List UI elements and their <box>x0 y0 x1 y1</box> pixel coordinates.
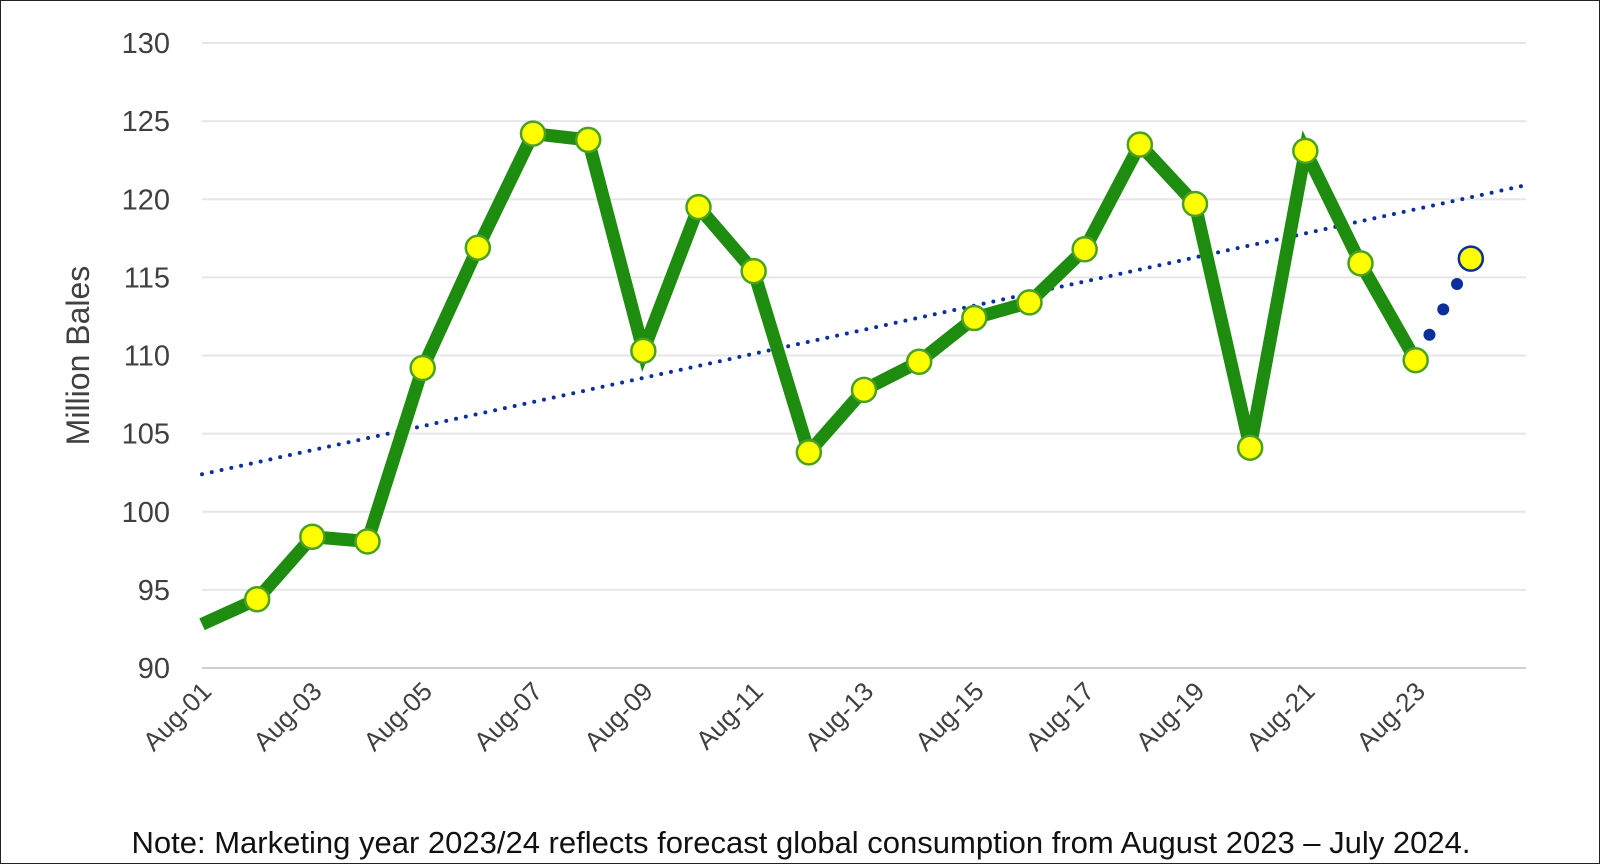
x-tick-label: Aug-07 <box>468 676 548 756</box>
data-point <box>795 439 823 466</box>
x-tick-label: Aug-21 <box>1240 676 1320 756</box>
x-tick-label: Aug-05 <box>357 676 437 756</box>
y-axis-title: Million Bales <box>60 266 96 446</box>
data-point <box>1292 137 1319 165</box>
data-point <box>243 586 271 613</box>
x-tick-label: Aug-19 <box>1130 676 1210 756</box>
forecast-data-point <box>1457 245 1485 272</box>
data-point <box>905 348 933 375</box>
y-tick-label: 130 <box>122 28 170 60</box>
forecast-dot <box>1437 303 1450 316</box>
data-point <box>574 126 602 154</box>
y-tick-label: 105 <box>122 419 170 451</box>
x-tick-label: Aug-13 <box>799 676 879 756</box>
y-tick-label: 100 <box>122 497 170 529</box>
x-tick-label: Aug-11 <box>690 676 769 755</box>
data-point <box>1181 190 1209 218</box>
data-point <box>850 376 878 404</box>
forecast-dot <box>1423 328 1436 341</box>
y-tick-label: 90 <box>138 653 170 685</box>
forecast-dot <box>1451 278 1464 291</box>
data-point <box>464 234 492 261</box>
x-tick-label: Aug-03 <box>247 676 327 756</box>
data-point <box>1016 289 1043 316</box>
line-chart: 90 95 100 105 110 115 120 125 130 Million Bales Au… <box>60 28 1528 757</box>
y-tick-label: 125 <box>122 106 170 138</box>
data-point <box>685 193 712 221</box>
data-point <box>740 257 767 285</box>
data-point <box>1402 346 1429 374</box>
data-point <box>1347 250 1374 277</box>
x-tick-label: Aug-01 <box>137 676 217 756</box>
y-tick-label: 115 <box>124 262 170 294</box>
data-point <box>519 120 547 147</box>
x-tick-label: Aug-23 <box>1350 676 1430 756</box>
series-line-consumption <box>199 126 1422 631</box>
data-point <box>409 354 436 382</box>
x-tick-label: Aug-09 <box>578 676 658 756</box>
data-point <box>630 337 657 365</box>
data-point <box>1236 434 1264 461</box>
data-point <box>961 304 988 332</box>
data-point <box>354 528 381 555</box>
footnote: Note: Marketing year 2023/24 reflects fo… <box>131 825 1471 860</box>
y-tick-label: 110 <box>124 341 170 373</box>
data-point <box>1126 131 1154 158</box>
trendline <box>200 183 1528 477</box>
y-tick-label: 120 <box>122 184 170 216</box>
y-tick-label: 95 <box>138 575 170 607</box>
data-point <box>299 523 326 550</box>
x-tick-label: Aug-15 <box>909 676 989 756</box>
x-tick-label: Aug-17 <box>1019 676 1099 756</box>
data-point <box>1071 236 1098 263</box>
